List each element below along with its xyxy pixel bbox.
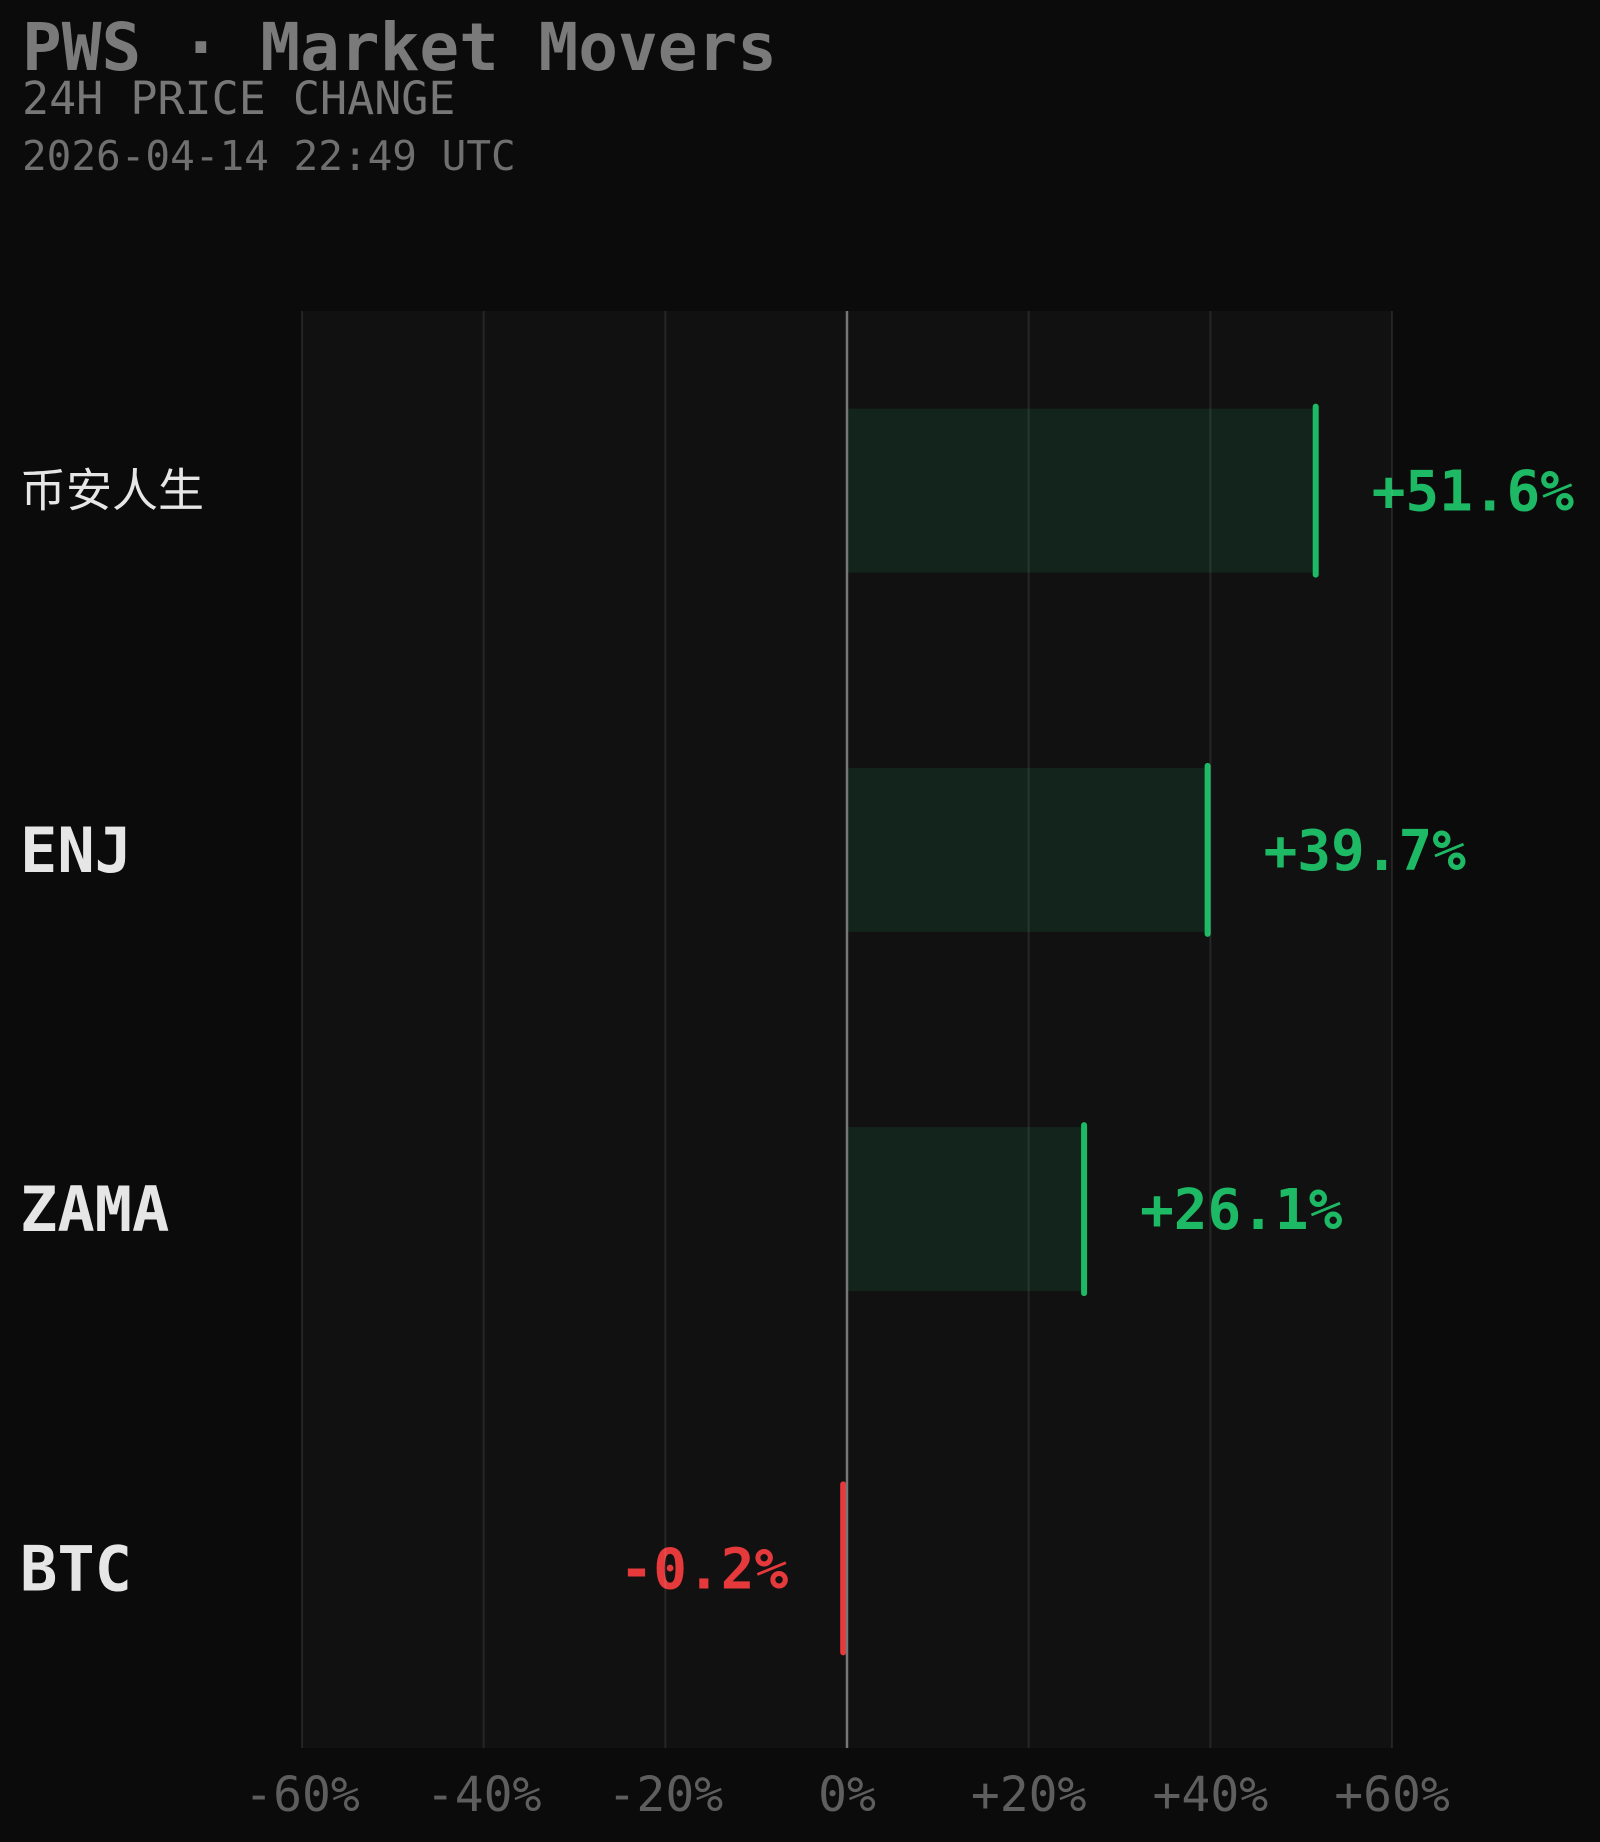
x-tick-label: +20% bbox=[971, 1767, 1087, 1823]
bar bbox=[847, 408, 1316, 573]
category-label: ENJ bbox=[20, 814, 132, 887]
x-tick-label: 0% bbox=[818, 1767, 876, 1823]
x-tick-label: +60% bbox=[1334, 1767, 1450, 1823]
category-label: ZAMA bbox=[20, 1173, 169, 1246]
x-tick-label: -40% bbox=[426, 1767, 542, 1823]
x-tick-label: -20% bbox=[608, 1767, 724, 1823]
x-tick-label: -60% bbox=[244, 1767, 360, 1823]
page-title: PWS · Market Movers bbox=[22, 9, 777, 86]
x-tick-label: +40% bbox=[1153, 1767, 1269, 1823]
category-label: BTC bbox=[20, 1532, 132, 1605]
data-label: -0.2% bbox=[620, 1537, 789, 1602]
category-label: 币安人生 bbox=[20, 464, 204, 518]
chart-subtitle: 24H PRICE CHANGE bbox=[22, 72, 455, 125]
data-label: +39.7% bbox=[1264, 819, 1467, 884]
bar bbox=[847, 1127, 1085, 1292]
data-label: +51.6% bbox=[1372, 460, 1575, 525]
data-label: +26.1% bbox=[1140, 1178, 1343, 1243]
timestamp: 2026-04-14 22:49 UTC bbox=[22, 132, 516, 180]
bar bbox=[847, 767, 1208, 932]
